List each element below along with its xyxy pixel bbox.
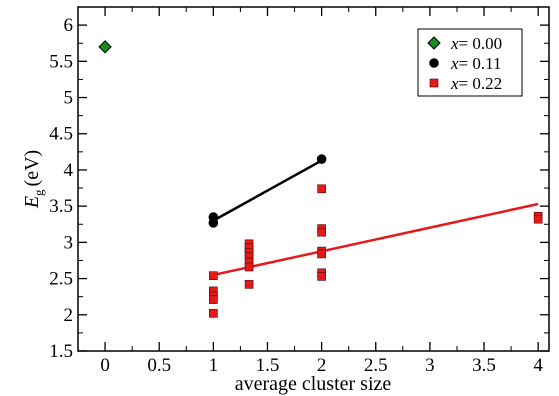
legend-label-variable: x <box>450 74 459 93</box>
data-point-square <box>317 272 326 281</box>
legend-label-value: = 0.22 <box>459 74 503 93</box>
data-point-square <box>209 271 218 280</box>
x-axis-title: average cluster size <box>235 373 392 395</box>
data-point-diamond <box>98 40 112 54</box>
y-axis-title: Eg (eV) <box>21 150 46 209</box>
y-tick-label: 2.5 <box>49 269 73 290</box>
y-axis-title-main: E <box>21 196 43 209</box>
data-point-square <box>317 184 326 194</box>
data-point-circle <box>316 154 327 164</box>
legend-label: x= 0.00 <box>450 34 502 53</box>
legend-label-value: = 0.11 <box>459 54 502 73</box>
data-point-circle <box>208 218 219 228</box>
y-axis-title-unit: (eV) <box>21 150 43 187</box>
x-tick-label: 0 <box>100 355 110 376</box>
data-point-square <box>533 214 543 224</box>
legend-marker-square <box>429 78 439 88</box>
fit-lines <box>212 159 539 277</box>
x-tick-label: 2.5 <box>364 355 388 376</box>
x-tick-label: 2 <box>317 355 327 376</box>
legend: x= 0.00x= 0.11x= 0.22 <box>417 28 523 97</box>
x-tick-label: 0.5 <box>147 355 171 376</box>
legend-label-variable: x <box>450 54 459 73</box>
y-tick-label: 6 <box>64 15 74 36</box>
axis-tick-labels: 0 0.5 1 1.5 2 2.5 3 3.5 4 1.5 2 2.5 3 3.5 4 4.5 5 5.5 6 <box>49 15 543 376</box>
fit-line <box>212 159 323 222</box>
y-tick-label: 3 <box>64 232 74 253</box>
y-tick-label: 2 <box>64 305 74 326</box>
axis-ticks <box>78 7 549 352</box>
x-tick-label: 3 <box>425 355 435 376</box>
x-tick-label: 1 <box>209 355 219 376</box>
y-tick-label: 1.5 <box>49 341 73 362</box>
legend-marker-circle <box>429 58 439 68</box>
x-tick-label: 4 <box>533 355 543 376</box>
data-point-square <box>317 227 326 237</box>
data-point-square <box>244 262 254 272</box>
data-point-square <box>209 295 218 304</box>
data-markers <box>98 40 543 318</box>
y-tick-label: 5 <box>64 88 74 109</box>
legend-label-value: = 0.00 <box>459 34 503 53</box>
legend-label: x= 0.22 <box>450 74 502 93</box>
data-point-square <box>317 249 326 259</box>
x-tick-label: 3.5 <box>472 355 496 376</box>
legend-items: x= 0.00x= 0.11x= 0.22 <box>427 34 502 93</box>
legend-label-variable: x <box>450 34 459 53</box>
x-tick-label: 1.5 <box>256 355 280 376</box>
fit-line <box>213 202 539 277</box>
y-axis-title-sub: g <box>31 189 46 196</box>
data-point-square <box>209 309 218 318</box>
y-tick-label: 5.5 <box>49 51 73 72</box>
legend-label: x= 0.11 <box>450 54 502 73</box>
y-tick-label: 3.5 <box>49 196 73 217</box>
legend-marker-diamond <box>427 36 441 50</box>
y-tick-label: 4.5 <box>49 124 73 145</box>
data-point-square <box>244 280 254 289</box>
y-tick-label: 4 <box>64 160 74 181</box>
